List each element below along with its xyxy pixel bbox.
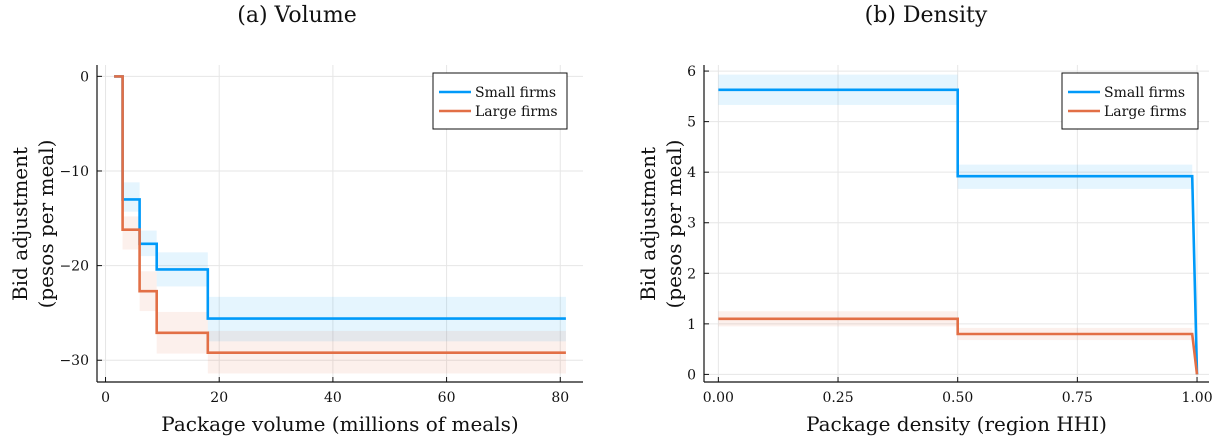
- legend-label: Small firms: [475, 85, 556, 101]
- x-tick-label: 0: [101, 390, 110, 406]
- x-tick-label: 20: [210, 390, 228, 406]
- legend-box: [1061, 72, 1199, 130]
- panel-volume: 0 20 40 60 80 0 −10 −20 −30 (a) Volume Package vol…: [8, 3, 583, 436]
- panel-density: 0.00 0.25 0.50 0.75 1.00 0 1 2 3 4 5 6 (b) Density Pa…: [636, 3, 1213, 436]
- x-axis-label: Package volume (millions of meals): [161, 412, 518, 436]
- confidence-band: [122, 216, 140, 250]
- x-tick-label: 40: [324, 390, 342, 406]
- x-tick-label: 0.25: [822, 390, 853, 406]
- x-tick-label: 0.75: [1062, 390, 1093, 406]
- y-tick-label: −30: [59, 353, 89, 369]
- confidence-band: [122, 182, 140, 212]
- y-axis-label: Bid adjustment: [636, 147, 660, 301]
- x-tick-label: 60: [438, 390, 456, 406]
- x-tick-label: 80: [551, 390, 569, 406]
- legend-label: Large firms: [1104, 104, 1187, 120]
- chart-title: (a) Volume: [237, 3, 356, 28]
- y-tick-label: 0: [80, 69, 89, 85]
- series-line: [718, 317, 1199, 375]
- y-tick-label: 1: [687, 317, 696, 333]
- y-axis-label-line2: (pesos per meal): [34, 140, 58, 309]
- series-line: [114, 75, 566, 355]
- y-tick-label: −20: [59, 259, 89, 275]
- legend-label: Large firms: [475, 104, 558, 120]
- y-tick-label: −10: [59, 164, 89, 180]
- x-axis-label: Package density (region HHI): [806, 412, 1107, 436]
- chart-title: (b) Density: [865, 3, 988, 28]
- x-tick-label: 0.50: [942, 390, 973, 406]
- y-tick-label: 6: [687, 64, 696, 80]
- y-tick-label: 2: [687, 266, 696, 282]
- legend-label: Small firms: [1104, 85, 1185, 101]
- y-tick-label: 3: [687, 216, 696, 232]
- series-line: [718, 88, 1199, 375]
- x-tick-label: 1.00: [1181, 390, 1212, 406]
- legend-box: [432, 72, 568, 130]
- y-axis-label-line2: (pesos per meal): [662, 140, 686, 309]
- y-tick-label: 4: [687, 165, 696, 181]
- y-tick-label: 5: [687, 115, 696, 131]
- y-tick-label: 0: [687, 367, 696, 383]
- y-axis-label: Bid adjustment: [8, 147, 32, 301]
- x-tick-label: 0.00: [703, 390, 734, 406]
